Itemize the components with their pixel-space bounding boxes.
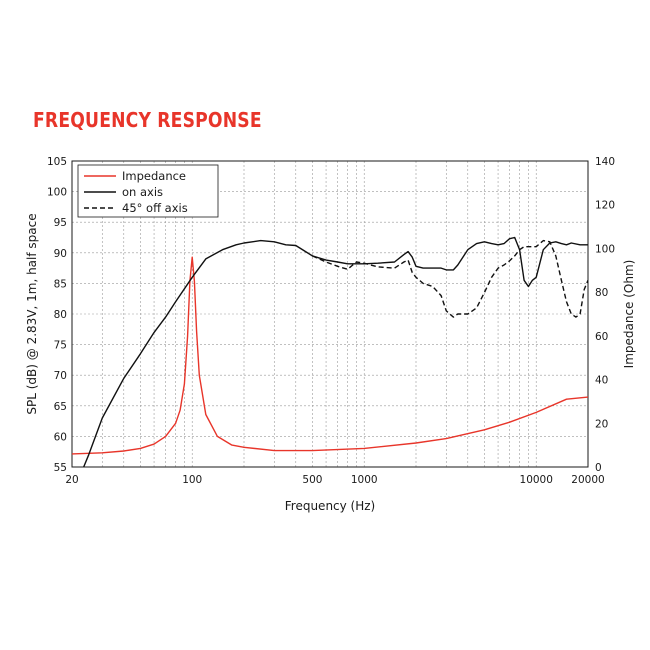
grid bbox=[72, 161, 588, 467]
y2-tick-label: 0 bbox=[595, 462, 602, 474]
x-tick-label: 20 bbox=[65, 474, 78, 486]
y-axis-label: SPL (dB) @ 2.83V, 1m, half space bbox=[25, 213, 39, 414]
y-tick-label: 75 bbox=[54, 340, 67, 352]
y2-axis-label: Impedance (Ohm) bbox=[622, 260, 636, 369]
x-tick-label: 1000 bbox=[351, 474, 378, 486]
y2-tick-label: 60 bbox=[595, 331, 608, 343]
y-tick-label: 60 bbox=[54, 431, 67, 443]
legend-entry: 45° off axis bbox=[122, 201, 188, 215]
y-axis-ticks: 55 60 65 70 75 80 85 90 95 100 105 bbox=[47, 156, 67, 474]
legend-entry: Impedance bbox=[122, 169, 186, 183]
x-axis-ticks: 20 100 500 1000 10000 20000 bbox=[65, 474, 604, 486]
y2-tick-label: 120 bbox=[595, 200, 615, 212]
x-tick-label: 100 bbox=[182, 474, 202, 486]
y-tick-label: 85 bbox=[54, 278, 67, 290]
y-tick-label: 80 bbox=[54, 309, 67, 321]
y2-axis-ticks: 0 20 40 60 80 100 120 140 bbox=[595, 156, 615, 474]
series-line-1 bbox=[82, 236, 588, 467]
y2-tick-label: 140 bbox=[595, 156, 615, 168]
legend: Impedance on axis 45° off axis bbox=[77, 164, 219, 218]
y2-tick-label: 40 bbox=[595, 375, 608, 387]
series-lines bbox=[72, 236, 588, 467]
x-tick-label: 10000 bbox=[520, 474, 553, 486]
series-line-0 bbox=[72, 256, 588, 455]
y-tick-label: 70 bbox=[54, 370, 67, 382]
plot-frame bbox=[71, 160, 589, 468]
y-tick-label: 90 bbox=[54, 248, 67, 260]
series-line-2 bbox=[312, 239, 588, 318]
y-tick-label: 95 bbox=[54, 217, 67, 229]
y2-tick-label: 80 bbox=[595, 287, 608, 299]
y-tick-label: 100 bbox=[47, 187, 67, 199]
y-tick-label: 65 bbox=[54, 401, 67, 413]
y2-tick-label: 100 bbox=[595, 243, 615, 255]
chart-heading: FREQUENCY RESPONSE bbox=[33, 108, 262, 132]
y-tick-label: 105 bbox=[47, 156, 67, 168]
x-axis-label: Frequency (Hz) bbox=[285, 499, 376, 513]
legend-entry: on axis bbox=[122, 185, 163, 199]
x-tick-label: 20000 bbox=[571, 474, 604, 486]
y-tick-label: 55 bbox=[54, 462, 67, 474]
y2-tick-label: 20 bbox=[595, 418, 608, 430]
x-tick-label: 500 bbox=[302, 474, 322, 486]
